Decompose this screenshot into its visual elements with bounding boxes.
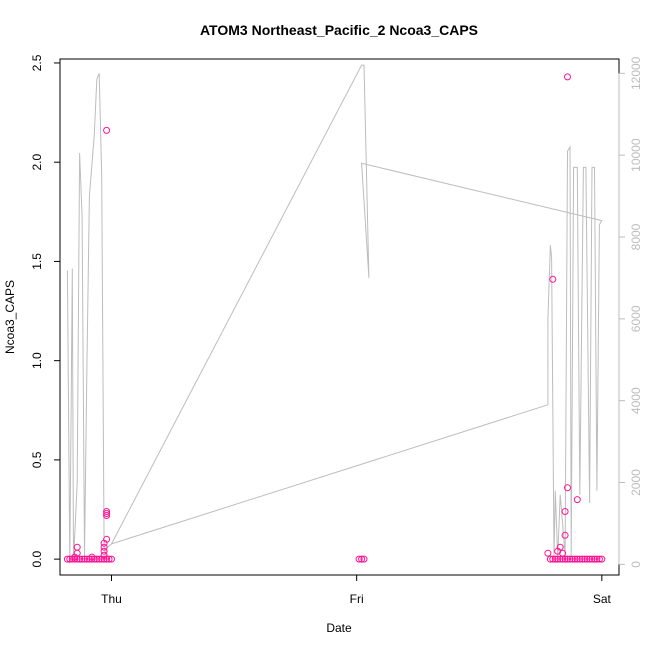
data-point: [588, 555, 596, 563]
data-point: [591, 555, 598, 563]
data-point: [576, 555, 584, 563]
data-point: [578, 555, 586, 563]
data-point: [105, 555, 113, 563]
data-point: [598, 555, 606, 563]
data-point: [103, 508, 111, 515]
data-point: [549, 275, 557, 283]
data-point: [355, 555, 363, 563]
data-point: [544, 549, 552, 557]
data-point: [561, 508, 569, 515]
y-tick-label: 2.0: [30, 154, 44, 171]
data-point: [73, 543, 81, 551]
pink-point-series: [63, 73, 606, 563]
data-point: [561, 555, 569, 563]
data-point: [551, 555, 559, 563]
y-tick-label: 2.5: [30, 54, 44, 71]
data-point: [583, 555, 591, 563]
series-line: [66, 64, 603, 564]
y-tick-label: 1.0: [30, 352, 44, 369]
data-point: [103, 510, 111, 517]
data-point: [564, 73, 571, 81]
data-point: [586, 555, 594, 563]
x-axis-label: Date: [326, 621, 352, 635]
data-point: [100, 543, 108, 551]
data-point: [554, 555, 562, 563]
data-point: [568, 555, 576, 563]
data-point: [571, 555, 579, 563]
y2-tick-label: 10000: [629, 138, 643, 172]
x-tick-label: Fri: [350, 592, 364, 606]
gray-line-series: [66, 64, 603, 564]
data-point: [564, 484, 571, 492]
x-axis: Thu Fri Sat: [101, 574, 612, 606]
data-point: [581, 555, 589, 563]
plot-frame: [59, 58, 620, 576]
data-point: [573, 496, 581, 504]
data-point: [95, 555, 103, 563]
data-point: [549, 555, 557, 563]
data-point: [108, 555, 115, 563]
chart-title: ATOM3 Northeast_Pacific_2 Ncoa3_CAPS: [200, 22, 478, 38]
data-point: [556, 555, 564, 563]
data-point: [358, 555, 366, 563]
data-point: [559, 549, 567, 557]
data-point: [100, 551, 108, 559]
y-tick-label: 1.5: [30, 253, 44, 270]
x-tick-label: Thu: [101, 592, 122, 606]
y-axis-label: Ncoa3_CAPS: [3, 280, 17, 354]
data-point: [360, 555, 368, 563]
y-tick-label: 0.0: [30, 550, 44, 567]
x-tick-label: Sat: [593, 592, 612, 606]
data-point: [564, 555, 571, 563]
y2-tick-label: 4000: [629, 387, 643, 414]
data-point: [63, 555, 71, 563]
data-point: [100, 547, 108, 555]
data-point: [556, 543, 564, 551]
y2-tick-label: 0: [629, 561, 643, 568]
data-point: [595, 555, 603, 563]
data-point: [73, 549, 81, 557]
data-point: [103, 126, 111, 134]
data-point: [88, 553, 96, 561]
data-point: [573, 555, 581, 563]
data-point: [546, 555, 554, 563]
data-point: [100, 555, 108, 563]
data-point: [71, 555, 79, 563]
y-axis-right: 0 2000 4000 6000 8000 10000 12000: [618, 56, 643, 568]
data-point: [78, 555, 86, 563]
y2-tick-label: 12000: [629, 56, 643, 90]
data-point: [593, 555, 601, 563]
y2-tick-label: 2000: [629, 469, 643, 496]
data-point: [103, 512, 111, 519]
y2-tick-label: 8000: [629, 223, 643, 250]
data-point: [566, 555, 574, 563]
data-point: [103, 535, 111, 543]
data-point: [81, 555, 88, 563]
data-point: [88, 555, 96, 563]
y-tick-label: 0.5: [30, 451, 44, 468]
data-point: [561, 531, 569, 539]
y2-tick-label: 6000: [629, 305, 643, 332]
y-axis-left: 0.0 0.5 1.0 1.5 2.0 2.5: [30, 54, 61, 567]
